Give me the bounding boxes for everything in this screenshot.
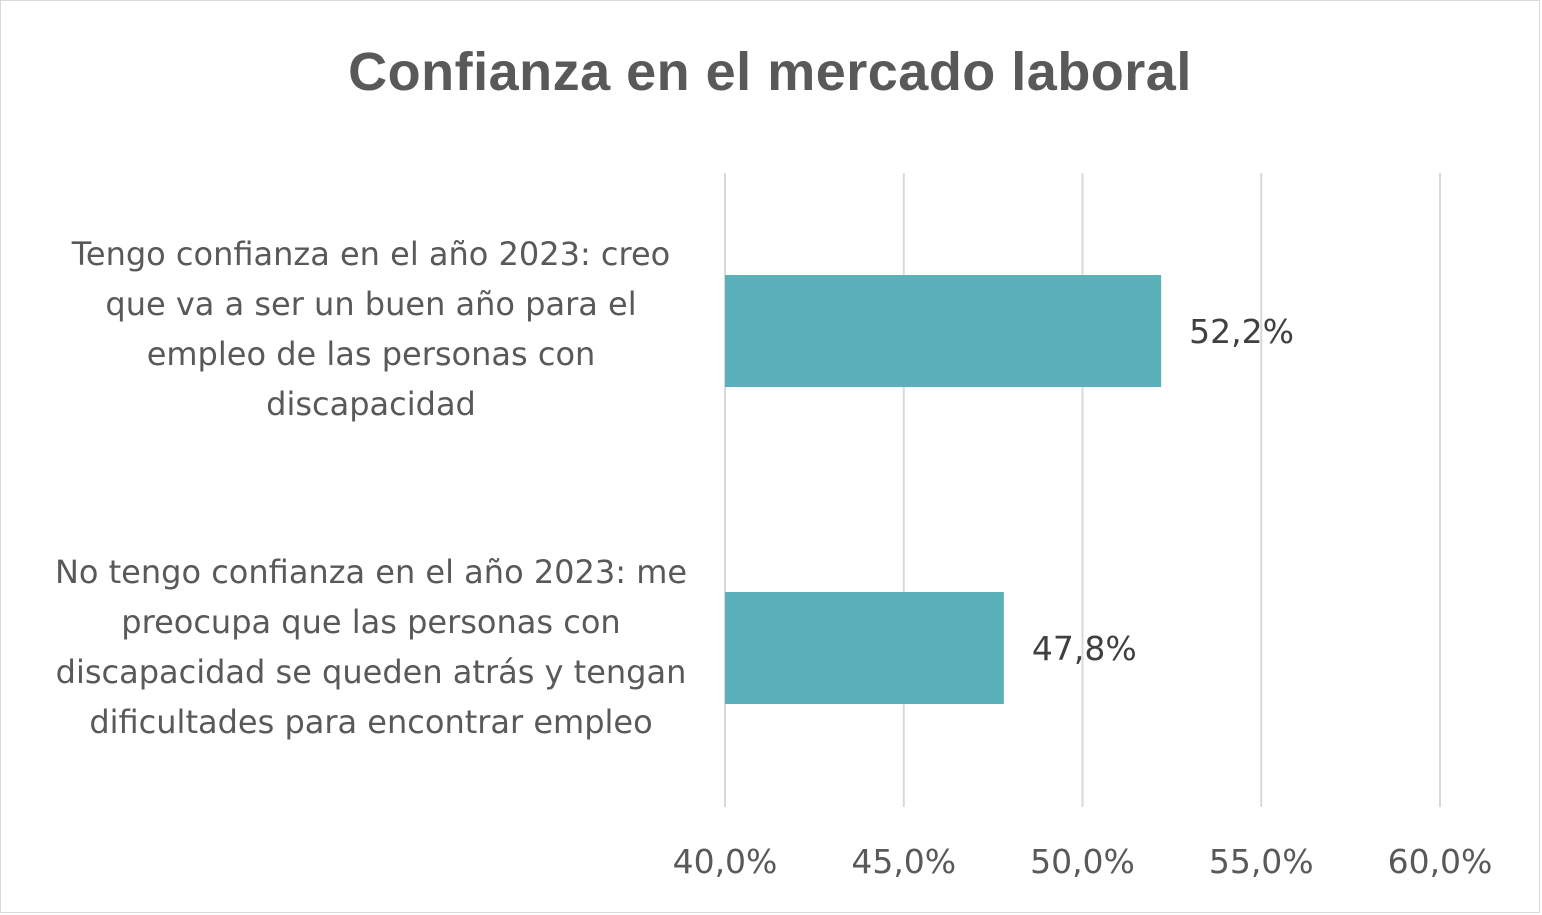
category-label-0-line-2: empleo de las personas con (146, 335, 596, 373)
category-label-1-line-3: dificultades para encontrar empleo (89, 703, 653, 741)
x-tick-label-4: 60,0% (1388, 842, 1493, 881)
bar-1 (725, 592, 1004, 704)
data-label-0: 52,2% (1189, 312, 1294, 351)
chart-title: Confianza en el mercado laboral (348, 42, 1192, 102)
category-label-0-line-1: que va a ser un buen año para el (105, 285, 637, 323)
category-label-0-line-0: Tengo confianza en el año 2023: creo (71, 235, 671, 273)
category-label-1: No tengo confianza en el año 2023: me pr… (21, 547, 721, 747)
category-label-1-line-0: No tengo confianza en el año 2023: me (54, 553, 688, 591)
category-label-0: Tengo confianza en el año 2023: creo que… (21, 229, 721, 429)
category-label-1-line-1: preocupa que las personas con (121, 603, 621, 641)
data-label-1: 47,8% (1032, 629, 1137, 668)
x-tick-label-1: 45,0% (851, 842, 956, 881)
x-tick-label-0: 40,0% (673, 842, 778, 881)
category-label-1-line-2: discapacidad se queden atrás y tengan (55, 653, 687, 691)
x-tick-label-3: 55,0% (1209, 842, 1314, 881)
x-tick-label-2: 50,0% (1030, 842, 1135, 881)
category-label-0-line-3: discapacidad (266, 385, 476, 423)
bar-0 (725, 275, 1162, 387)
